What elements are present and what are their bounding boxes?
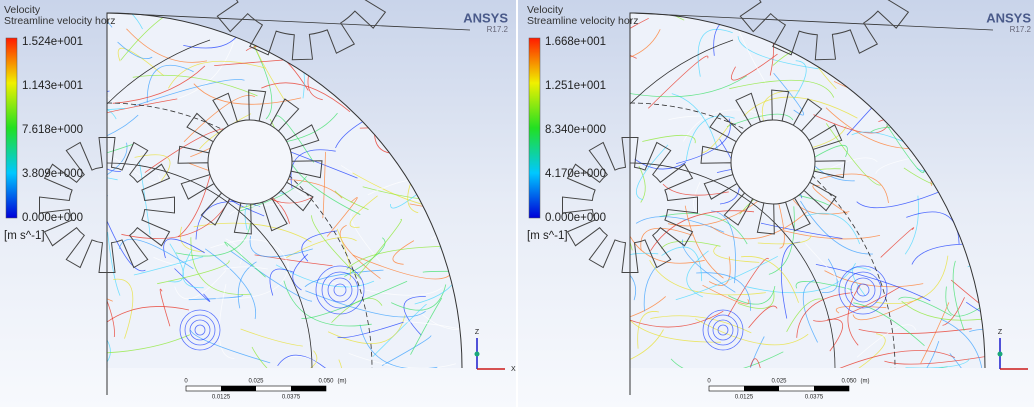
colorbar-label: 8.340e+000 bbox=[545, 124, 606, 136]
unit-label: [m s^-1] bbox=[527, 230, 568, 242]
axis-label: Z bbox=[475, 329, 480, 336]
colorbar bbox=[6, 38, 17, 218]
logo: ANSYS bbox=[986, 10, 1031, 25]
scale-label: 0.0375 bbox=[805, 395, 824, 401]
scale-bar bbox=[291, 386, 326, 391]
scale-label: 0.025 bbox=[248, 379, 264, 385]
legend-subtitle: Streamline velocity horz bbox=[4, 15, 115, 27]
rotor-bore bbox=[731, 120, 815, 204]
colorbar-label: 7.618e+000 bbox=[22, 124, 83, 136]
colorbar-label: 1.143e+001 bbox=[22, 80, 83, 92]
colorbar-label: 0.000e+000 bbox=[22, 212, 83, 224]
colorbar-label: 0.000e+000 bbox=[545, 212, 606, 224]
colorbar-label: 1.251e+001 bbox=[545, 80, 606, 92]
colorbar-label: 1.668e+001 bbox=[545, 36, 606, 48]
scale-bar bbox=[221, 386, 256, 391]
scale-label: 0.050 bbox=[318, 379, 334, 385]
scale-label: (m) bbox=[861, 379, 870, 385]
axis-label: Z bbox=[998, 329, 1003, 336]
scale-label: 0.0125 bbox=[735, 395, 754, 401]
axis-label: X bbox=[511, 366, 516, 373]
colorbar-label: 3.809e+000 bbox=[22, 168, 83, 180]
axis-y bbox=[475, 352, 480, 357]
unit-label: [m s^-1] bbox=[4, 230, 45, 242]
colorbar-label: 1.524e+001 bbox=[22, 36, 83, 48]
scale-label: 0.025 bbox=[771, 379, 787, 385]
scale-label: (m) bbox=[338, 379, 347, 385]
scale-label: 0.0125 bbox=[212, 395, 231, 401]
scale-label: 0.0375 bbox=[282, 395, 301, 401]
colorbar bbox=[529, 38, 540, 218]
legend-subtitle: Streamline velocity horz bbox=[527, 15, 638, 27]
version: R17.2 bbox=[487, 25, 509, 34]
rotor-bore bbox=[208, 120, 292, 204]
version: R17.2 bbox=[1010, 25, 1032, 34]
colorbar-label: 4.170e+000 bbox=[545, 168, 606, 180]
logo: ANSYS bbox=[463, 10, 508, 25]
scale-bar bbox=[744, 386, 779, 391]
screenshot: VelocityStreamline velocity horz1.524e+0… bbox=[0, 0, 1034, 407]
axis-y bbox=[998, 352, 1003, 357]
scale-bar bbox=[814, 386, 849, 391]
scale-label: 0.050 bbox=[841, 379, 857, 385]
